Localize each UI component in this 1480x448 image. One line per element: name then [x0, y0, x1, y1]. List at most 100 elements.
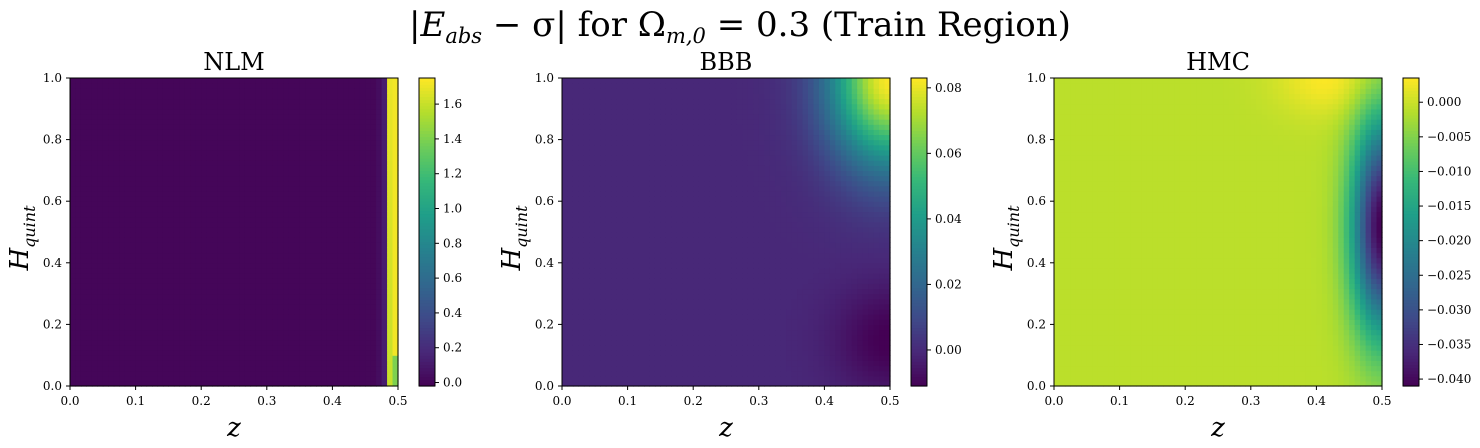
heatmap-cell — [348, 108, 355, 115]
heatmap-cell — [644, 155, 651, 161]
heatmap-cell — [665, 288, 672, 295]
heatmap-cell — [119, 83, 126, 89]
heatmap-cell — [365, 309, 372, 315]
heatmap-cell — [370, 247, 377, 254]
heatmap-cell — [255, 303, 262, 310]
heatmap-cell — [168, 98, 175, 105]
heatmap-cell — [616, 314, 623, 320]
heatmap-cell — [91, 160, 98, 166]
heatmap-cell — [660, 242, 667, 248]
heatmap-cell — [184, 190, 191, 197]
heatmap-cell — [70, 380, 77, 387]
heatmap-cell — [321, 334, 328, 341]
heatmap-cell — [239, 319, 246, 325]
heatmap-cell — [370, 170, 377, 177]
colorbar-segment — [419, 173, 435, 178]
heatmap-cell — [141, 242, 148, 248]
heatmap-cell — [217, 380, 224, 387]
heatmap-cell — [343, 93, 350, 100]
heatmap-cell — [135, 350, 142, 356]
heatmap-cell — [638, 237, 645, 243]
heatmap-cell — [135, 113, 142, 120]
heatmap-cell — [250, 129, 257, 136]
heatmap-cell — [146, 278, 153, 284]
heatmap-cell — [654, 93, 661, 100]
heatmap-cell — [660, 165, 667, 171]
heatmap-cell — [108, 108, 115, 115]
colorbar-segment — [419, 253, 435, 258]
heatmap-cell — [305, 83, 312, 89]
heatmap-cell — [649, 355, 656, 361]
heatmap-cell — [75, 350, 82, 356]
heatmap-cell — [146, 113, 153, 120]
heatmap-cell — [343, 221, 350, 228]
heatmap-cell — [283, 350, 290, 356]
heatmap-cell — [567, 93, 574, 100]
heatmap-cell — [654, 232, 661, 238]
heatmap-cell — [266, 329, 273, 336]
colorbar-segment — [419, 367, 435, 372]
heatmap-cell — [108, 98, 115, 105]
heatmap-cell — [665, 303, 672, 310]
heatmap-cell — [190, 83, 197, 89]
heatmap-cell — [600, 350, 607, 356]
heatmap-cell — [113, 196, 120, 202]
heatmap-cell — [250, 360, 257, 367]
heatmap-cell — [223, 139, 230, 146]
heatmap-cell — [217, 190, 224, 197]
heatmap-cell — [179, 221, 186, 228]
heatmap-cell — [201, 329, 208, 336]
heatmap-cell — [228, 247, 235, 254]
heatmap-cell — [283, 144, 290, 151]
heatmap-cell — [141, 278, 148, 284]
heatmap-cell — [337, 88, 344, 94]
heatmap-cell — [649, 344, 656, 351]
heatmap-cell — [86, 329, 93, 336]
heatmap-cell — [671, 237, 678, 243]
heatmap-cell — [152, 78, 159, 84]
heatmap-cell — [277, 221, 284, 228]
heatmap-cell — [272, 196, 279, 202]
heatmap-cell — [359, 83, 366, 89]
heatmap-cell — [294, 380, 301, 387]
heatmap-cell — [277, 329, 284, 336]
heatmap-cell — [97, 237, 104, 243]
heatmap-cell — [299, 139, 306, 146]
heatmap-cell — [660, 201, 667, 207]
heatmap-cell — [184, 278, 191, 284]
heatmap-cell — [387, 278, 394, 284]
heatmap-cell — [376, 201, 383, 207]
heatmap-cell — [184, 360, 191, 367]
colorbar-segment — [419, 333, 435, 338]
heatmap-cell — [370, 329, 377, 336]
heatmap-cell — [239, 237, 246, 243]
heatmap-cell — [135, 134, 142, 141]
heatmap-cell — [337, 144, 344, 151]
heatmap-cell — [354, 247, 361, 254]
heatmap-cell — [611, 370, 618, 377]
heatmap-cell — [283, 124, 290, 130]
heatmap-cell — [261, 88, 268, 94]
heatmap-cell — [261, 350, 268, 356]
heatmap-cell — [310, 293, 317, 300]
heatmap-cell — [277, 175, 284, 182]
heatmap-cell — [348, 165, 355, 171]
heatmap-cell — [124, 93, 131, 100]
heatmap-cell — [649, 134, 656, 141]
heatmap-cell — [326, 144, 333, 151]
heatmap-cell — [622, 278, 629, 284]
heatmap-cell — [365, 103, 372, 110]
heatmap-cell — [223, 206, 230, 213]
heatmap-cell — [212, 339, 219, 346]
heatmap-cell — [321, 196, 328, 202]
heatmap-cell — [649, 119, 656, 125]
heatmap-cell — [250, 309, 257, 315]
heatmap-cell — [644, 293, 651, 300]
heatmap-cell — [305, 201, 312, 207]
heatmap-cell — [113, 237, 120, 243]
heatmap-cell — [359, 129, 366, 136]
heatmap-cell — [141, 98, 148, 105]
heatmap-cell — [190, 211, 197, 218]
heatmap-cell — [102, 108, 109, 115]
heatmap-cell — [255, 175, 262, 182]
